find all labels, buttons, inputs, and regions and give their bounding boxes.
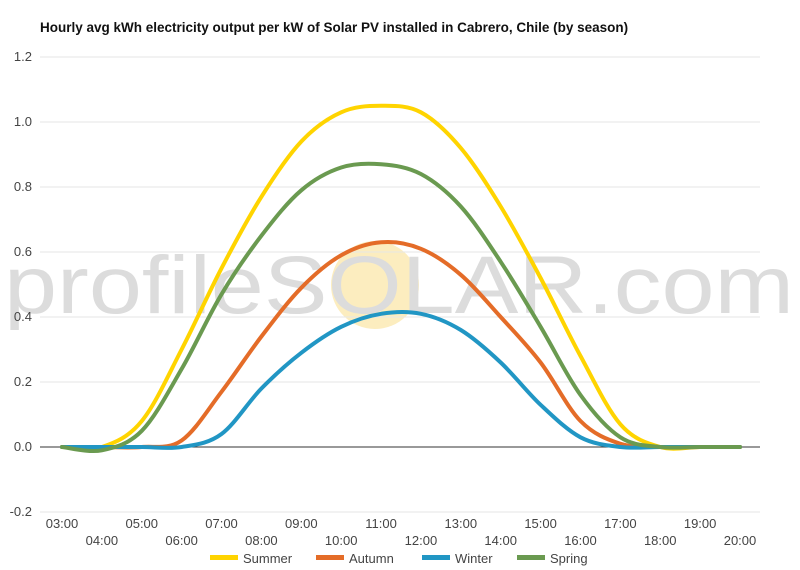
watermark-sun — [331, 241, 419, 329]
x-tick-label: 07:00 — [205, 516, 238, 531]
x-tick-label: 19:00 — [684, 516, 717, 531]
y-tick-label: 0.6 — [14, 244, 32, 259]
x-tick-label: 18:00 — [644, 533, 677, 548]
legend-swatch-winter — [422, 555, 450, 560]
x-tick-label: 17:00 — [604, 516, 637, 531]
x-tick-label: 08:00 — [245, 533, 278, 548]
x-tick-label: 05:00 — [125, 516, 158, 531]
legend-label-summer: Summer — [243, 551, 293, 566]
x-tick-label: 16:00 — [564, 533, 597, 548]
x-tick-label: 20:00 — [724, 533, 757, 548]
y-tick-label: 0.4 — [14, 309, 32, 324]
y-tick-label: 0.0 — [14, 439, 32, 454]
legend-label-spring: Spring — [550, 551, 588, 566]
grid — [40, 56, 760, 513]
legend-label-winter: Winter — [455, 551, 493, 566]
series-lines — [60, 103, 742, 453]
series-line-autumn — [60, 240, 742, 450]
series-line-summer — [60, 103, 742, 451]
legend: Summer Autumn Winter Spring — [210, 551, 588, 566]
legend-label-autumn: Autumn — [349, 551, 394, 566]
legend-swatch-autumn — [316, 555, 344, 560]
y-tick-label: -0.2 — [10, 504, 32, 519]
legend-swatch-summer — [210, 555, 238, 560]
y-tick-label: 0.2 — [14, 374, 32, 389]
legend-swatch-spring — [517, 555, 545, 560]
x-tick-label: 12:00 — [405, 533, 438, 548]
x-tick-label: 04:00 — [86, 533, 119, 548]
x-tick-label: 13:00 — [445, 516, 478, 531]
watermark: profileSOLAR.com — [4, 240, 794, 331]
x-tick-label: 15:00 — [524, 516, 557, 531]
axis-labels: -0.2 0.0 0.2 0.4 0.6 0.8 1.0 1.2 03:00 05:00 07:00… — [10, 49, 757, 548]
y-tick-label: 1.2 — [14, 49, 32, 64]
x-tick-label: 10:00 — [325, 533, 358, 548]
x-tick-label: 06:00 — [165, 533, 198, 548]
y-tick-label: 0.8 — [14, 179, 32, 194]
x-tick-label: 03:00 — [46, 516, 79, 531]
x-tick-label: 14:00 — [484, 533, 517, 548]
x-tick-label: 11:00 — [365, 516, 397, 531]
series-line-spring — [60, 161, 742, 453]
y-tick-label: 1.0 — [14, 114, 32, 129]
watermark-text: profileSOLAR.com — [4, 240, 794, 331]
chart-title: Hourly avg kWh electricity output per kW… — [40, 20, 629, 35]
series-line-winter — [60, 309, 742, 450]
x-tick-label: 09:00 — [285, 516, 318, 531]
